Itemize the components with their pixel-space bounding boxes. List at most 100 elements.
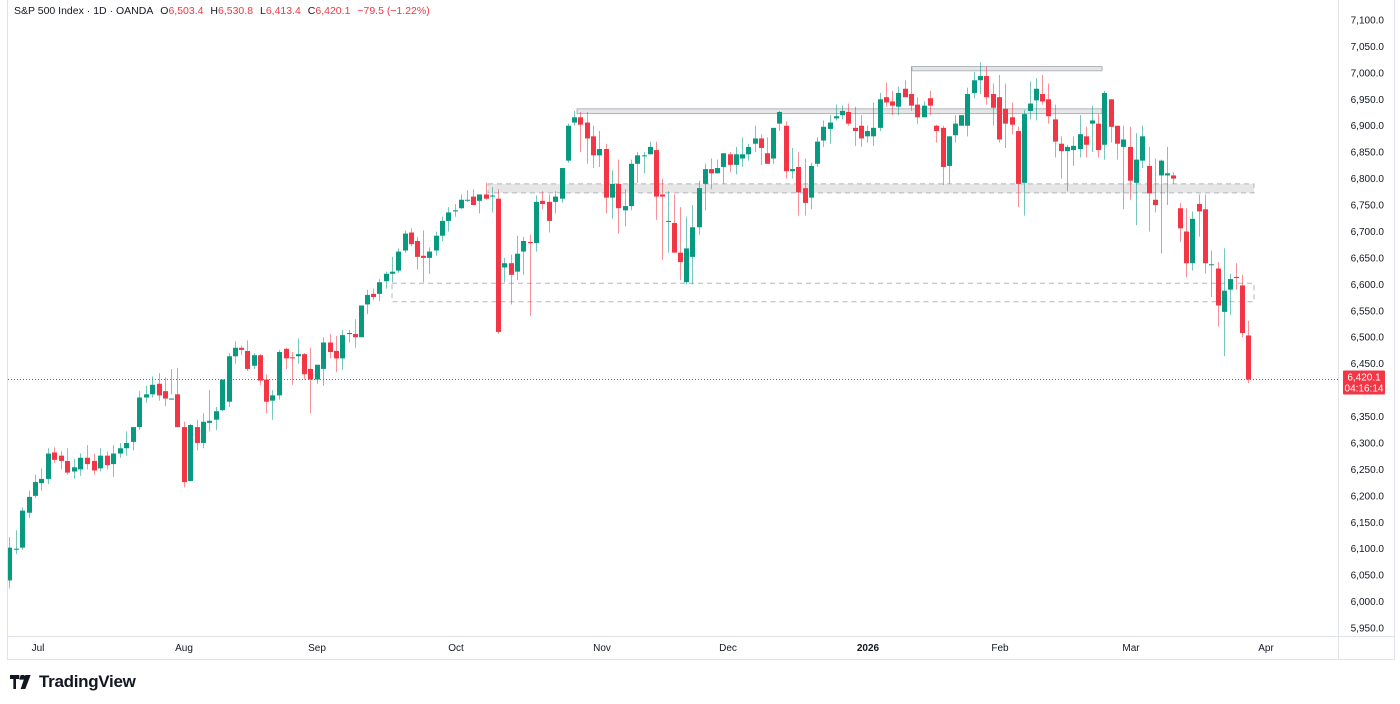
candle[interactable] (1022, 109, 1027, 216)
candle[interactable] (421, 230, 426, 283)
candle[interactable] (296, 338, 301, 364)
candle[interactable] (315, 364, 320, 384)
candle[interactable] (1153, 158, 1158, 213)
candle[interactable] (72, 458, 77, 479)
candle[interactable] (1240, 274, 1245, 338)
candle[interactable] (547, 194, 552, 233)
candle[interactable] (239, 345, 244, 356)
candle[interactable] (759, 134, 764, 165)
candle[interactable] (1109, 99, 1114, 143)
candle[interactable] (220, 379, 225, 412)
candle[interactable] (1102, 90, 1107, 160)
candle[interactable] (1059, 136, 1064, 179)
candle[interactable] (277, 349, 282, 400)
candle[interactable] (947, 136, 952, 184)
zone-resistance-top[interactable] (911, 66, 1103, 72)
candle[interactable] (384, 271, 389, 289)
candle[interactable] (471, 189, 476, 206)
candle[interactable] (157, 373, 162, 401)
candle[interactable] (390, 256, 395, 283)
candle[interactable] (828, 115, 833, 144)
candle[interactable] (78, 453, 83, 476)
candle[interactable] (922, 101, 927, 118)
candle[interactable] (1147, 146, 1152, 232)
candle[interactable] (871, 102, 876, 146)
interval[interactable]: 1D (93, 5, 107, 17)
candle[interactable] (972, 71, 977, 99)
candle[interactable] (1197, 194, 1202, 237)
candle[interactable] (629, 159, 634, 211)
candle[interactable] (928, 90, 933, 116)
candle[interactable] (991, 83, 996, 126)
candle[interactable] (245, 340, 250, 372)
candle[interactable] (496, 189, 501, 335)
candle[interactable] (227, 353, 232, 408)
tradingview-logo[interactable]: TradingView (10, 672, 136, 692)
candle[interactable] (144, 385, 149, 403)
candle[interactable] (446, 207, 451, 232)
candle[interactable] (865, 125, 870, 143)
candle[interactable] (1234, 263, 1239, 290)
candle[interactable] (654, 141, 659, 220)
candle[interactable] (105, 451, 110, 470)
candle[interactable] (264, 374, 269, 414)
candle[interactable] (753, 125, 758, 153)
candle[interactable] (258, 354, 263, 385)
candle[interactable] (1003, 83, 1008, 148)
candle[interactable] (635, 152, 640, 183)
candle[interactable] (965, 87, 970, 137)
candle[interactable] (484, 182, 489, 200)
candle[interactable] (623, 189, 628, 227)
candle[interactable] (666, 191, 671, 253)
candle[interactable] (409, 228, 414, 247)
candle[interactable] (214, 407, 219, 431)
candle[interactable] (790, 147, 795, 179)
candle[interactable] (1115, 125, 1120, 160)
candle[interactable] (98, 448, 103, 472)
candle[interactable] (709, 158, 714, 190)
candle[interactable] (1034, 78, 1039, 121)
candle[interactable] (137, 391, 142, 431)
candle[interactable] (909, 66, 914, 111)
candle[interactable] (1046, 83, 1051, 124)
candle[interactable] (1190, 211, 1195, 271)
candle[interactable] (959, 115, 964, 126)
candle[interactable] (27, 490, 32, 519)
candle[interactable] (896, 86, 901, 116)
candle[interactable] (1222, 248, 1227, 357)
candle[interactable] (796, 152, 801, 216)
candle[interactable] (821, 120, 826, 147)
candle[interactable] (672, 194, 677, 253)
candle[interactable] (853, 106, 858, 146)
candle[interactable] (340, 329, 345, 370)
candle[interactable] (290, 352, 295, 385)
candle[interactable] (585, 111, 590, 164)
candle[interactable] (169, 368, 174, 400)
candle[interactable] (1128, 126, 1133, 200)
candle[interactable] (131, 427, 136, 451)
candle[interactable] (188, 423, 193, 482)
candle[interactable] (642, 152, 647, 174)
candle[interactable] (1228, 273, 1233, 316)
candle[interactable] (678, 207, 683, 281)
price-axis[interactable]: 7,100.0 7,050.0 7,000.0 6,950.0 6,900.0 6,850… (1351, 16, 1385, 635)
candle[interactable] (578, 111, 583, 153)
candle[interactable] (1209, 250, 1214, 298)
candle[interactable] (1096, 114, 1101, 158)
candle[interactable] (365, 289, 370, 314)
candle[interactable] (997, 74, 1002, 143)
candle[interactable] (182, 421, 187, 488)
candle[interactable] (118, 442, 123, 458)
candle[interactable] (124, 431, 129, 456)
candle[interactable] (415, 236, 420, 270)
candle[interactable] (540, 191, 545, 210)
candle[interactable] (434, 231, 439, 256)
candle[interactable] (978, 62, 983, 95)
candle[interactable] (347, 329, 352, 343)
candle[interactable] (403, 230, 408, 253)
candle[interactable] (703, 163, 708, 211)
candle[interactable] (1090, 105, 1095, 153)
candle[interactable] (465, 190, 470, 202)
candle[interactable] (1184, 208, 1189, 277)
time-axis[interactable]: Jul Aug Sep Oct Nov Dec 2026 Feb Mar Apr (32, 643, 1275, 654)
